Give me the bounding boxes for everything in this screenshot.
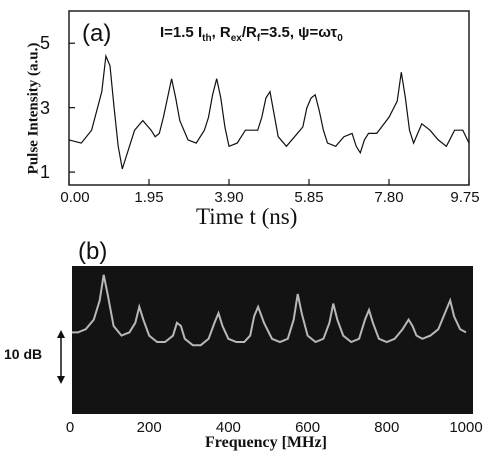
panel-a-annotation: I=1.5 Ith, Rex/Rf=3.5, ψ=ωτ0 [160,24,343,44]
annotation-phase-sub: 0 [337,33,343,44]
panel-b-xtick-label: 800 [374,419,400,436]
panel-b-xtick-label: 1000 [449,419,483,436]
annotation-current-sub: th [202,33,212,44]
annotation-ratio-sub1: ex [230,33,242,44]
panel-a-frame [68,10,470,186]
annotation-ratio-value: =3.5, [260,24,299,41]
annotation-phase: ψ=ωτ [298,24,338,41]
panel-a-xtick-label: 1.95 [134,189,164,206]
scale-bar-label: 10 dB [4,346,43,362]
panel-a-label: (a) [82,20,112,47]
panel-a-xtick-label: 3.90 [214,189,244,206]
annotation-ratio: , R [211,24,231,41]
panel-a-ytick-label: 3 [40,97,51,118]
panel-a-ytick-label: 1 [40,162,51,183]
annotation-ratio-mid: /R [241,24,257,41]
annotation-current: I=1.5 I [160,24,203,41]
annotation-ratio-sub2: f [256,33,261,44]
scale-bar-arrow-up [57,330,65,338]
panel-b-xtick-label: 0 [65,419,75,436]
panel-b-xtick-label: 400 [215,419,241,436]
panel-b-xtick-label: 600 [295,419,321,436]
panel-b-xtick-label: 200 [136,419,162,436]
panel-a-xtick-label: 9.75 [450,189,480,206]
scale-bar-arrow-down [57,376,65,384]
panel-a-xlabel: Time t (ns) [196,204,298,229]
panel-a-xtick-label: 0.00 [60,189,90,206]
panel-b-series-line [72,274,467,347]
panel-a-ytick-label: 5 [40,33,51,54]
panel-b-label: (b) [78,238,108,265]
panel-b-xlabel: Frequency [MHz] [205,434,327,451]
panel-a-xtick-label: 7.80 [374,189,404,206]
panel-a-xtick-label: 5.85 [294,189,324,206]
panel-a-series-line [68,53,470,170]
